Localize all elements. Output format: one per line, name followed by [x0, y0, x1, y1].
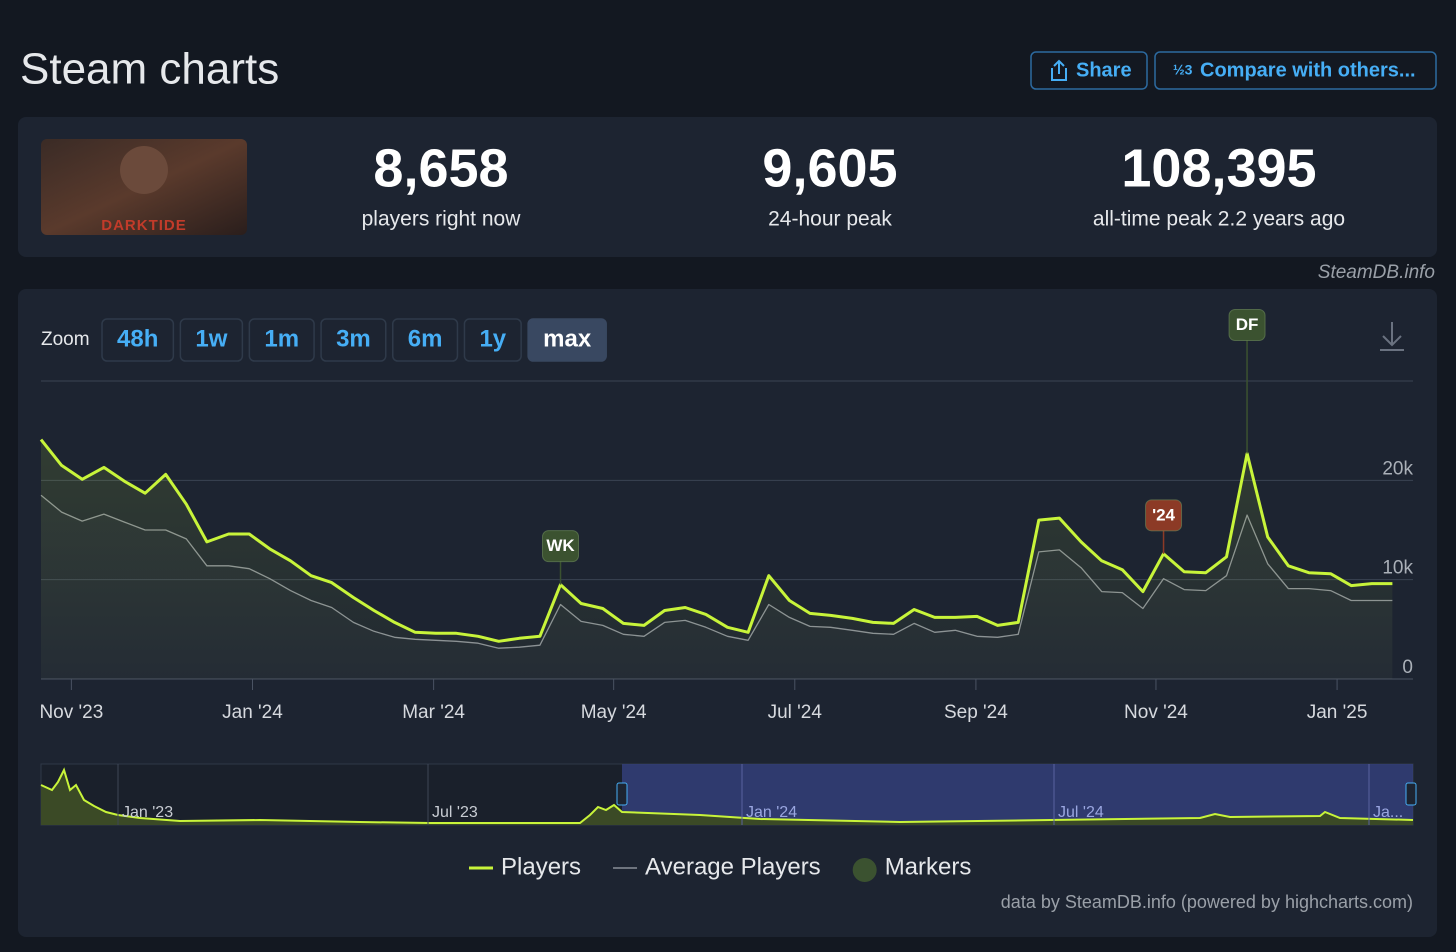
- y-tick-label: 0: [1402, 657, 1413, 678]
- navigator-label: Ja...: [1373, 804, 1403, 821]
- zoom-option: 1m: [264, 325, 299, 352]
- zoom-button[interactable]: 1w: [179, 318, 244, 362]
- compare-button[interactable]: ½3 Compare with others...: [1154, 51, 1437, 90]
- navigator-label: Jul '23: [432, 804, 478, 821]
- marker-badge: [1228, 309, 1266, 342]
- banner-figure: [120, 146, 168, 194]
- stat-value: 8,658: [373, 138, 508, 198]
- navigator-label: Jul '24: [1058, 804, 1104, 821]
- x-tick-label: Nov '24: [1124, 702, 1188, 723]
- banner-title: DARKTIDE: [101, 217, 187, 234]
- zoom-button[interactable]: 6m: [392, 318, 459, 362]
- zoom-option: max: [543, 325, 592, 352]
- x-tick-label: Jul '24: [768, 702, 823, 723]
- y-tick-label: 10k: [1382, 558, 1413, 579]
- stat-label: 24-hour peak: [768, 208, 892, 231]
- zoom-frame: [392, 318, 459, 362]
- zoom-label: Zoom: [41, 329, 90, 350]
- stats-card: [18, 117, 1437, 257]
- x-tick-label: Jan '25: [1307, 702, 1368, 723]
- zoom-button[interactable]: 1m: [248, 318, 315, 362]
- stat-label: players right now: [362, 208, 522, 231]
- plot: 0 10k 20k Nov '23 Jan '24 Mar '24 May '24 Jul '…: [39, 309, 1413, 723]
- navigator-handle[interactable]: [616, 782, 628, 806]
- x-tick-label: May '24: [581, 702, 647, 723]
- legend-label: Players: [501, 853, 581, 880]
- zoom-frame: [179, 318, 244, 362]
- stat-label: all-time peak 2.2 years ago: [1093, 208, 1345, 231]
- marker-badge: [1145, 499, 1183, 532]
- zoom-option: 6m: [408, 325, 443, 352]
- navigator-area: [41, 770, 1413, 825]
- players-line: [39, 438, 1393, 643]
- zoom-option: 1y: [479, 325, 506, 352]
- credits: data by SteamDB.info (powered by highcha…: [1001, 892, 1413, 912]
- legend-item[interactable]: Players: [469, 853, 581, 880]
- legend: Players Average Players Markers: [469, 853, 971, 882]
- navigator-label: Jan '23: [122, 804, 173, 821]
- page-title: Steam charts: [20, 45, 279, 94]
- x-tick-label: Nov '23: [39, 702, 103, 723]
- zoom-button[interactable]: 48h: [101, 318, 175, 362]
- zoom-option: 3m: [336, 325, 371, 352]
- marker-label: WK: [546, 536, 575, 555]
- navigator-line: [40, 767, 1414, 824]
- x-tick-label: Jan '24: [222, 702, 283, 723]
- download-button[interactable]: [1380, 322, 1404, 351]
- marker-label: '24: [1152, 505, 1175, 524]
- compare-label: Compare with others...: [1200, 59, 1416, 81]
- legend-label: Markers: [885, 853, 972, 880]
- stat-value: 9,605: [762, 138, 897, 198]
- watermark: SteamDB.info: [1318, 262, 1435, 283]
- zoom-option: 1w: [195, 325, 227, 352]
- zoom-button[interactable]: 3m: [320, 318, 387, 362]
- marker-badge: [542, 530, 580, 563]
- share-button-frame: [1030, 51, 1148, 90]
- marker-label: DF: [1236, 315, 1259, 334]
- stat-value: 108,395: [1121, 138, 1316, 198]
- zoom-frame: [248, 318, 315, 362]
- zoom-frame: [101, 318, 175, 362]
- zoom-frame: [527, 318, 607, 362]
- zoom-button[interactable]: max: [527, 318, 607, 362]
- share-label: Share: [1076, 59, 1132, 81]
- compare-button-frame: [1154, 51, 1437, 90]
- x-tick-label: Sep '24: [944, 702, 1008, 723]
- zoom-option: 48h: [117, 325, 158, 352]
- navigator: Jan '23 Jul '23 Jan '24 Jul '24 Ja...: [40, 763, 1417, 826]
- zoom-button[interactable]: 1y: [463, 318, 522, 362]
- navigator-selection: [622, 764, 1413, 825]
- share-icon: [1051, 59, 1067, 81]
- legend-item[interactable]: Average Players: [613, 853, 821, 880]
- y-tick-label: 20k: [1382, 458, 1413, 479]
- share-button[interactable]: Share: [1030, 51, 1148, 90]
- legend-item[interactable]: Markers: [852, 853, 972, 882]
- zoom-frame: [320, 318, 387, 362]
- navigator-label: Jan '24: [746, 804, 797, 821]
- zoom-frame: [463, 318, 522, 362]
- players-area: [41, 439, 1393, 679]
- x-tick-label: Mar '24: [402, 702, 465, 723]
- legend-label: Average Players: [645, 853, 821, 880]
- legend-swatch: [852, 858, 877, 882]
- compare-icon: ½3: [1173, 62, 1193, 78]
- navigator-handle[interactable]: [1405, 782, 1417, 806]
- download-icon: [1380, 322, 1404, 351]
- zoom-buttons: 48h 1w 1m 3m 6m 1y max: [101, 318, 607, 362]
